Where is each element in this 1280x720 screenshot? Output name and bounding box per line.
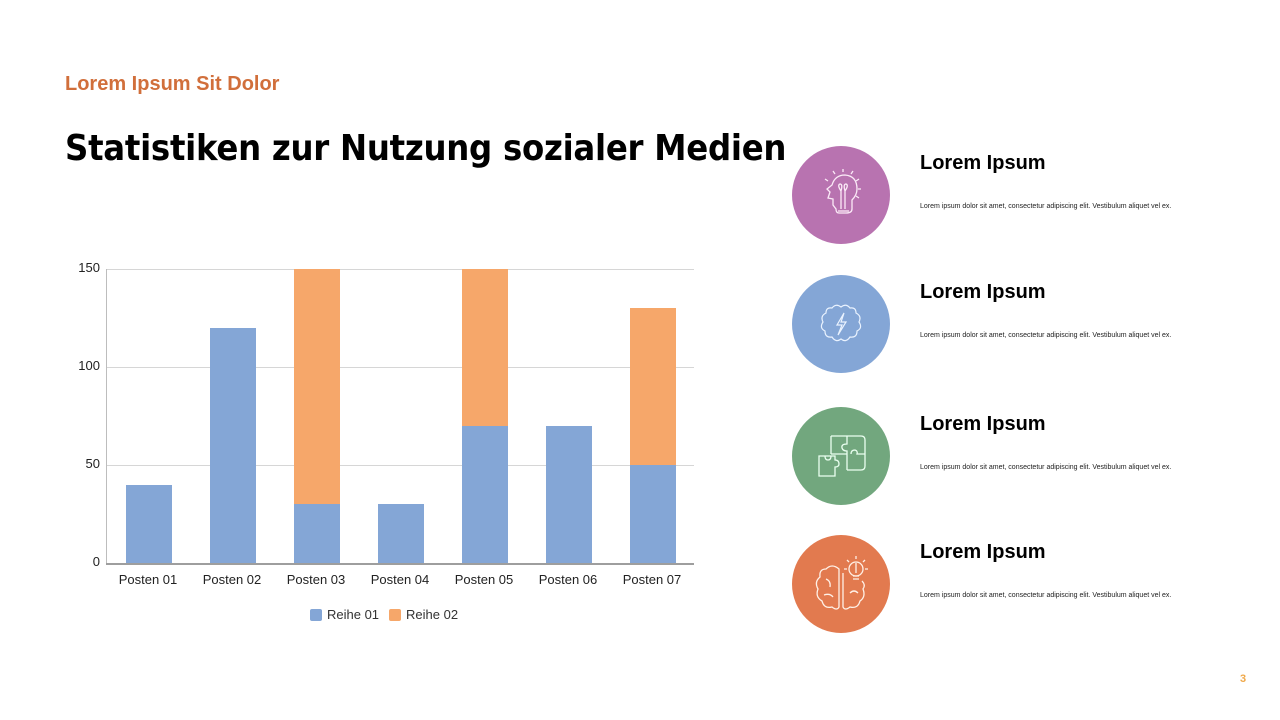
x-label: Posten 04 [370, 572, 430, 587]
y-tick-100: 100 [78, 358, 100, 373]
brain-idea-icon [792, 535, 890, 633]
x-label: Posten 07 [622, 572, 682, 587]
x-axis [106, 563, 694, 565]
legend-label: Reihe 02 [406, 607, 459, 622]
legend-item-series2: Reihe 02 [389, 607, 458, 622]
bar-series2 [294, 269, 340, 505]
legend-item-series1: Reihe 01 [310, 607, 379, 622]
x-label: Posten 03 [286, 572, 346, 587]
info-card: Lorem Ipsum Lorem ipsum dolor sit amet, … [790, 146, 1210, 246]
info-card: Lorem Ipsum Lorem ipsum dolor sit amet, … [790, 407, 1210, 507]
y-tick-50: 50 [85, 456, 100, 471]
x-label: Posten 01 [118, 572, 178, 587]
card-title: Lorem Ipsum [920, 413, 1046, 435]
puzzle-icon [792, 407, 890, 505]
head-lightbulb-icon [792, 146, 890, 244]
legend-swatch [389, 608, 402, 621]
gridline-100 [106, 367, 694, 368]
bar-series1 [630, 465, 676, 563]
x-label: Posten 06 [538, 572, 598, 587]
gridline-150 [106, 269, 694, 270]
y-tick-0: 0 [92, 554, 100, 569]
x-label: Posten 05 [454, 572, 514, 587]
gridline-50 [106, 465, 694, 466]
slide-title: Statistiken zur Nutzung sozialer Medien [65, 128, 787, 169]
bar-series2 [630, 308, 676, 465]
card-title: Lorem Ipsum [920, 281, 1046, 303]
stacked-bar-chart: 150 100 50 0 Posten 01 Posten 02 Posten … [60, 255, 710, 635]
x-label: Posten 02 [202, 572, 262, 587]
bar-series1 [378, 504, 424, 563]
info-card: Lorem Ipsum Lorem ipsum dolor sit amet, … [790, 275, 1210, 375]
card-text: Lorem ipsum dolor sit amet, consectetur … [920, 464, 1172, 471]
card-text: Lorem ipsum dolor sit amet, consectetur … [920, 203, 1172, 210]
bar-series1 [546, 425, 592, 563]
bar-series1 [462, 425, 508, 563]
bar-series1 [294, 504, 340, 563]
card-title: Lorem Ipsum [920, 152, 1046, 174]
brain-lightning-icon [792, 275, 890, 373]
chart-legend: Reihe 01 Reihe 02 [310, 607, 458, 622]
card-title: Lorem Ipsum [920, 541, 1046, 563]
bar-series2 [462, 269, 508, 426]
legend-label: Reihe 01 [327, 607, 380, 622]
card-text: Lorem ipsum dolor sit amet, consectetur … [920, 592, 1172, 599]
legend-swatch [310, 608, 322, 621]
y-axis [106, 269, 107, 564]
card-text: Lorem ipsum dolor sit amet, consectetur … [920, 332, 1172, 339]
info-card: Lorem Ipsum Lorem ipsum dolor sit amet, … [790, 535, 1210, 635]
page-number: 3 [1240, 673, 1247, 685]
y-tick-150: 150 [78, 260, 100, 275]
bar-series1 [126, 484, 172, 563]
slide-subtitle: Lorem Ipsum Sit Dolor [65, 73, 280, 95]
bar-series1 [210, 327, 256, 563]
